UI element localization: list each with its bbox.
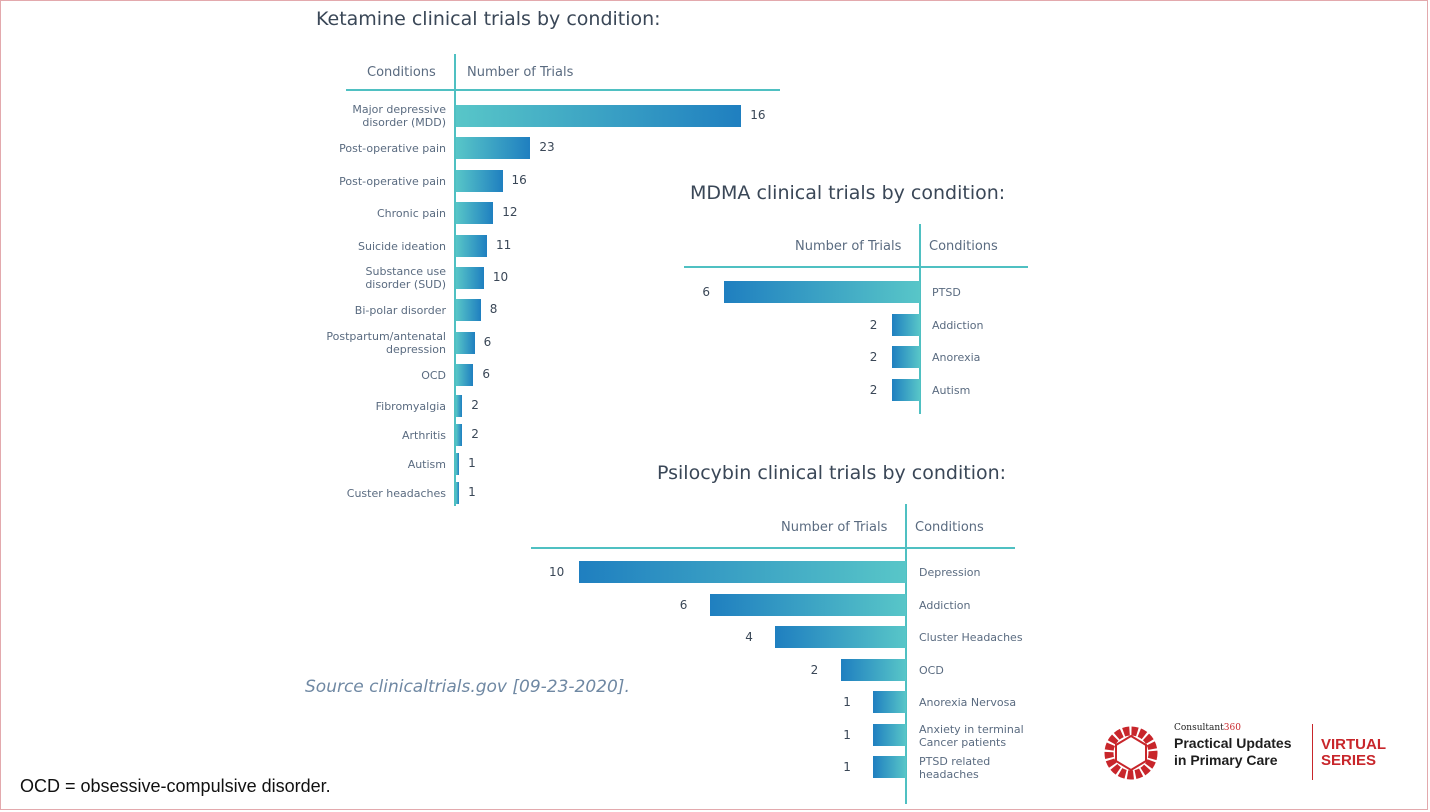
ketamine-bar [456, 234, 487, 257]
ketamine-value-label: 1 [468, 485, 476, 500]
mdma-axis [919, 224, 921, 414]
ketamine-value-label: 6 [483, 334, 492, 349]
source-citation: Source clinicaltrials.gov [09-23-2020]. [305, 677, 630, 697]
psilocybin-title: Psilocybin clinical trials by condition: [657, 462, 1007, 484]
ketamine-header-rule [346, 89, 780, 91]
mdma-value-label: 2 [869, 382, 878, 397]
psilocybin-col-conditions: Conditions [915, 520, 984, 535]
ketamine-value-label: 23 [539, 140, 555, 155]
ketamine-category-label: Arthritis [401, 428, 446, 442]
ketamine-category-label: Post-operative pain [339, 174, 446, 188]
psilocybin-axis [905, 504, 907, 804]
ketamine-category-label: Suicide ideation [358, 239, 446, 253]
psilocybin-col-trials: Number of Trials [781, 520, 888, 535]
ketamine-category-label: Post-operative pain [339, 142, 446, 156]
psilocybin-value-label: 1 [843, 695, 851, 709]
ketamine-value-label: 8 [489, 302, 498, 317]
mdma-bar [891, 378, 920, 401]
logo-divider [1312, 724, 1313, 780]
footnote: OCD = obsessive-compulsive disorder. [20, 776, 331, 796]
mdma-value-label: 6 [702, 285, 711, 299]
psilocybin-category-label: Cluster Headaches [919, 631, 1023, 644]
mdma-bar [724, 281, 920, 303]
logo-brand: Consultant360 [1174, 723, 1241, 733]
ketamine-category-label: Substance use disorder (SUD) [365, 265, 446, 291]
logo-line1: Practical Updates [1174, 735, 1292, 751]
psilocybin-header-rule [531, 547, 1015, 549]
ketamine-bar [456, 423, 463, 446]
mdma-value-label: 2 [869, 317, 878, 332]
ketamine-category-label: Custer headaches [346, 487, 446, 501]
psilocybin-category-label: Depression [919, 566, 981, 579]
psilocybin-value-label: 10 [549, 565, 565, 579]
ketamine-bar [456, 299, 481, 322]
logo-series: SERIES [1321, 752, 1377, 769]
ketamine-value-label: 6 [482, 367, 490, 382]
ketamine-bar [456, 394, 463, 417]
psilocybin-value-label: 2 [810, 662, 819, 677]
ketamine-category-label: Fibromyalgia [375, 399, 446, 413]
mdma-value-label: 2 [869, 350, 878, 364]
mdma-header-rule [684, 266, 1028, 268]
mdma-col-conditions: Conditions [929, 239, 998, 254]
ketamine-col-trials: Number of Trials [467, 65, 574, 80]
ketamine-bar [456, 331, 475, 354]
mdma-title: MDMA clinical trials by condition: [690, 182, 1006, 204]
ketamine-value-label: 12 [502, 205, 518, 220]
ketamine-bar [456, 202, 494, 225]
psilocybin-bar [775, 626, 906, 648]
ketamine-bar [456, 453, 460, 475]
ketamine-bar [456, 364, 474, 387]
psilocybin-value-label: 6 [679, 597, 688, 612]
mdma-category-label: PTSD [932, 286, 961, 299]
logo-line2: in Primary Care [1174, 752, 1278, 768]
logo-virtual: VIRTUAL [1321, 736, 1386, 753]
psilocybin-bar [873, 691, 906, 713]
psilocybin-bar [873, 756, 906, 778]
ketamine-value-label: 10 [492, 270, 509, 284]
ketamine-value-label: 16 [750, 108, 766, 122]
ketamine-value-label: 2 [471, 397, 479, 412]
psilocybin-bar [873, 723, 906, 746]
mdma-category-label: Addiction [932, 318, 984, 332]
ketamine-title: Ketamine clinical trials by condition: [316, 8, 661, 30]
mdma-bar [891, 313, 920, 336]
ketamine-value-label: 1 [468, 456, 476, 470]
ketamine-bar [456, 169, 503, 192]
psilocybin-category-label: PTSD related headaches [919, 755, 991, 781]
ketamine-category-label: Chronic pain [377, 207, 446, 221]
psilocybin-bar [579, 561, 906, 583]
psilocybin-bar [709, 593, 906, 616]
psilocybin-category-label: Anorexia Nervosa [919, 696, 1017, 709]
psilocybin-bar [840, 658, 906, 681]
ketamine-value-label: 11 [496, 237, 512, 252]
ketamine-bar [456, 267, 484, 289]
logo-ring-icon [1104, 726, 1158, 780]
ketamine-category-label: Postpartum/antenatal depression [326, 329, 446, 356]
ketamine-value-label: 2 [471, 426, 479, 441]
psilocybin-category-label: OCD [919, 663, 944, 677]
ketamine-bar [456, 137, 531, 160]
mdma-category-label: Autism [932, 383, 971, 397]
psilocybin-value-label: 1 [843, 727, 851, 742]
psilocybin-category-label: Anxiety in terminal Cancer patients [919, 722, 1024, 749]
ketamine-bar [456, 105, 742, 127]
ketamine-col-conditions: Conditions [367, 65, 436, 80]
ketamine-category-label: Autism [407, 458, 446, 471]
mdma-bar [891, 346, 920, 368]
ketamine-category-label: Major depressive disorder (MDD) [352, 103, 446, 129]
mdma-category-label: Anorexia [932, 351, 981, 364]
ketamine-value-label: 16 [511, 172, 527, 187]
ketamine-category-label: Bi-polar disorder [354, 304, 446, 318]
ketamine-axis [454, 54, 456, 506]
psilocybin-value-label: 1 [843, 760, 851, 774]
psilocybin-value-label: 4 [745, 630, 753, 644]
ketamine-category-label: OCD [421, 369, 446, 383]
mdma-col-trials: Number of Trials [795, 239, 902, 254]
ketamine-bar [456, 482, 460, 505]
psilocybin-category-label: Addiction [919, 598, 971, 612]
